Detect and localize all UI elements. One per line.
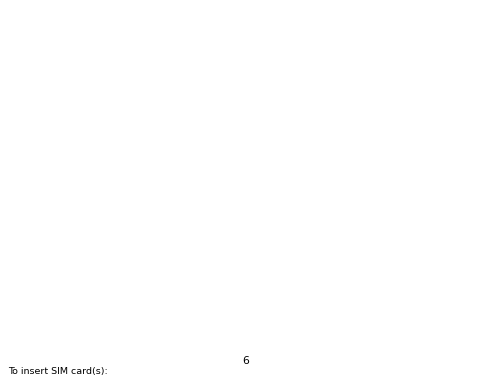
Text: 6: 6 [242, 356, 249, 366]
Text: To insert SIM card(s):: To insert SIM card(s): [8, 367, 108, 375]
